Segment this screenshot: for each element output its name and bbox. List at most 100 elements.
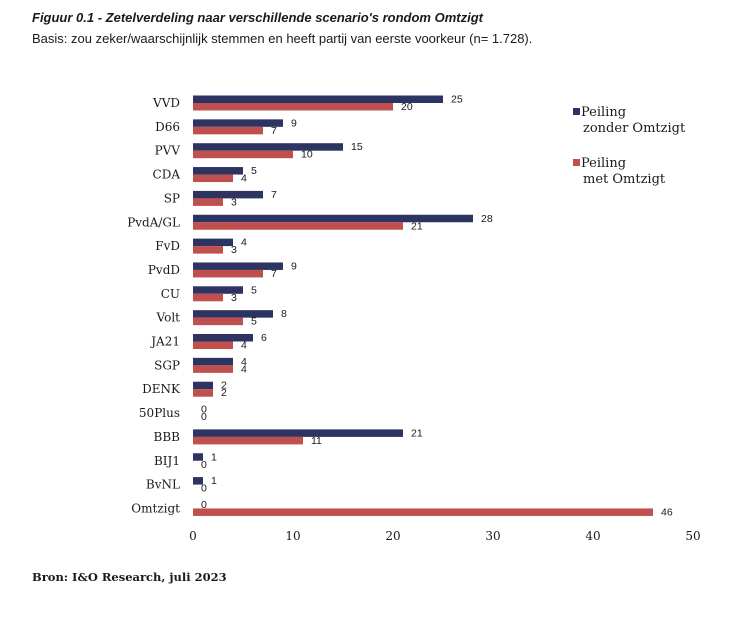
bar-met bbox=[193, 389, 213, 397]
data-label: 0 bbox=[201, 411, 207, 423]
data-label: 5 bbox=[251, 284, 257, 296]
category-label: SP bbox=[164, 191, 180, 205]
data-label: 28 bbox=[481, 213, 493, 225]
data-label: 9 bbox=[291, 260, 297, 272]
bar-zonder bbox=[193, 357, 233, 366]
data-label: 3 bbox=[231, 196, 237, 208]
legend-label: Peiling bbox=[581, 156, 626, 171]
chart-title: Figuur 0.1 - Zetelverdeling naar verschi… bbox=[32, 10, 483, 25]
x-tick-label: 30 bbox=[485, 529, 500, 543]
x-tick-label: 20 bbox=[385, 529, 400, 543]
data-label: 3 bbox=[231, 292, 237, 304]
bar-met bbox=[193, 365, 233, 373]
data-label: 2 bbox=[221, 387, 227, 399]
bar-met bbox=[193, 341, 233, 349]
category-label: Omtzigt bbox=[131, 501, 180, 515]
category-label: CDA bbox=[153, 168, 181, 182]
legend-swatch bbox=[573, 108, 580, 115]
data-label: 0 bbox=[201, 483, 207, 495]
bar-met bbox=[193, 126, 263, 135]
data-label: 1 bbox=[211, 475, 217, 487]
bar-zonder bbox=[193, 214, 473, 223]
legend-label: met Omtzigt bbox=[583, 172, 666, 187]
legend-label: Peiling bbox=[581, 105, 626, 120]
data-label: 4 bbox=[241, 340, 247, 352]
data-label: 46 bbox=[661, 506, 673, 518]
data-label: 11 bbox=[311, 435, 322, 447]
data-label: 21 bbox=[411, 220, 423, 232]
data-label: 4 bbox=[241, 363, 247, 375]
bar-met bbox=[193, 317, 243, 326]
chart-source: Bron: I&O Research, juli 2023 bbox=[32, 570, 227, 584]
bar-zonder bbox=[193, 238, 233, 247]
bar-zonder bbox=[193, 143, 343, 151]
chart-subtitle: Basis: zou zeker/waarschijnlijk stemmen … bbox=[32, 31, 533, 46]
bar-zonder bbox=[193, 477, 203, 485]
category-label: 50Plus bbox=[139, 406, 180, 420]
bar-zonder bbox=[193, 286, 243, 294]
category-labels: VVD D66 PVV CDA SP PvdA/GL FvD PvdD CU Volt JA21 SG… bbox=[127, 96, 181, 515]
bar-met bbox=[193, 150, 293, 159]
data-label: 2 bbox=[221, 380, 227, 392]
bar-met bbox=[193, 293, 223, 302]
data-label: 8 bbox=[281, 308, 287, 320]
category-label: VVD bbox=[152, 96, 180, 110]
bar-zonder bbox=[193, 429, 403, 437]
legend-label: zonder Omtzigt bbox=[583, 121, 686, 136]
data-label: 10 bbox=[301, 149, 313, 161]
data-label: 9 bbox=[291, 117, 297, 129]
data-label: 21 bbox=[411, 427, 423, 439]
bar-met bbox=[193, 508, 653, 516]
data-label: 1 bbox=[211, 451, 217, 463]
category-label: CU bbox=[161, 287, 180, 301]
x-axis: 0 10 20 30 40 50 bbox=[189, 529, 700, 543]
category-label: PvdA/GL bbox=[127, 215, 180, 229]
category-label: SGP bbox=[154, 358, 180, 372]
data-label: 15 bbox=[351, 141, 363, 153]
bar-met bbox=[193, 103, 393, 111]
bar-zonder bbox=[193, 167, 243, 175]
bar-met bbox=[193, 246, 223, 254]
category-label: Volt bbox=[156, 311, 181, 325]
bar-zonder bbox=[193, 310, 273, 318]
x-tick-label: 0 bbox=[189, 529, 197, 543]
bar-met bbox=[193, 436, 303, 445]
data-label: 0 bbox=[201, 499, 207, 511]
category-label: PvdD bbox=[148, 263, 180, 277]
bars-group bbox=[193, 95, 653, 516]
bar-met bbox=[193, 269, 263, 278]
category-label: DENK bbox=[142, 382, 181, 396]
data-label: 7 bbox=[271, 189, 277, 201]
data-label: 20 bbox=[401, 101, 413, 113]
bar-zonder bbox=[193, 119, 283, 127]
bar-zonder bbox=[193, 453, 203, 461]
category-label: D66 bbox=[155, 120, 180, 134]
data-label: 4 bbox=[241, 237, 247, 249]
bar-met bbox=[193, 174, 233, 183]
data-label: 7 bbox=[271, 125, 277, 137]
value-labels: 2520971510547328214397538564442200211110… bbox=[201, 94, 673, 519]
data-label: 4 bbox=[241, 173, 247, 185]
data-label: 0 bbox=[201, 404, 207, 416]
bar-met bbox=[193, 198, 223, 206]
data-label: 25 bbox=[451, 94, 463, 106]
bar-zonder bbox=[193, 334, 253, 342]
x-tick-label: 40 bbox=[585, 529, 600, 543]
category-label: BvNL bbox=[146, 478, 180, 492]
data-label: 0 bbox=[201, 459, 207, 471]
category-label: BBB bbox=[154, 430, 181, 444]
bar-zonder bbox=[193, 95, 443, 103]
data-label: 5 bbox=[251, 165, 257, 177]
bar-met bbox=[193, 222, 403, 230]
x-tick-label: 50 bbox=[685, 529, 700, 543]
x-tick-label: 10 bbox=[285, 529, 300, 543]
data-label: 6 bbox=[261, 332, 267, 344]
bar-zonder bbox=[193, 262, 283, 270]
data-label: 4 bbox=[241, 356, 247, 368]
bar-zonder bbox=[193, 381, 213, 390]
data-label: 3 bbox=[231, 244, 237, 256]
category-label: PVV bbox=[155, 144, 181, 158]
data-label: 7 bbox=[271, 268, 277, 280]
